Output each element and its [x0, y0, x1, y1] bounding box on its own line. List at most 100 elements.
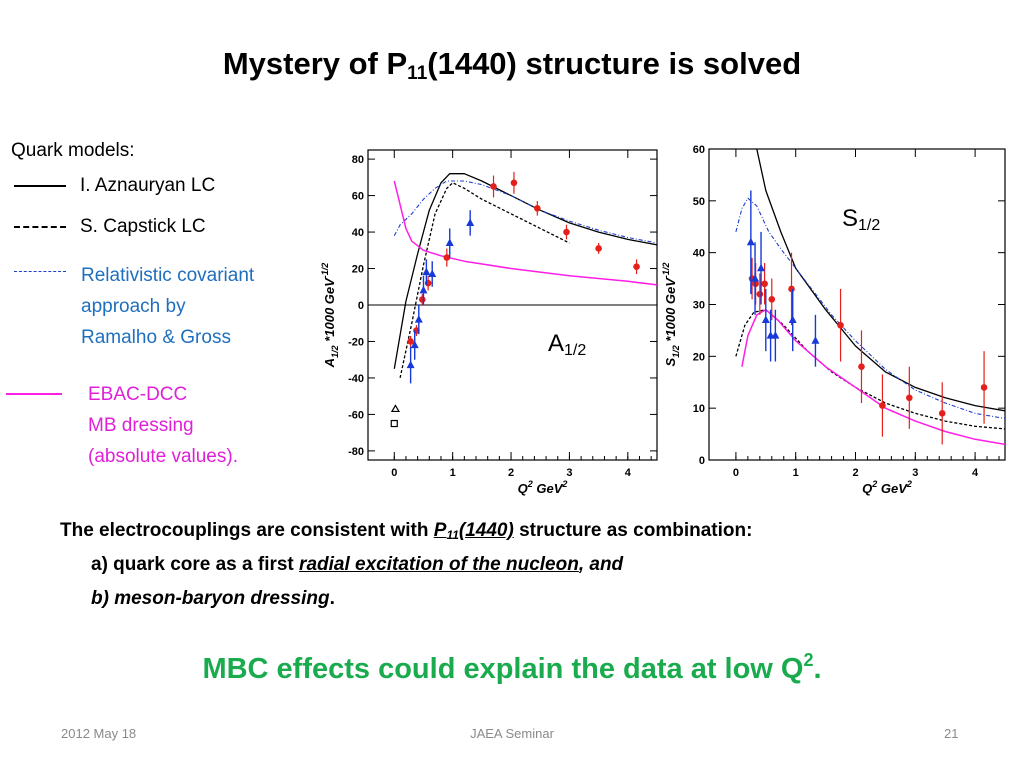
red-data-point	[837, 321, 844, 329]
title-subscript: 11	[407, 63, 428, 84]
red-data-point	[595, 245, 602, 252]
chart-a12-svg: 80 60 40 20 0 -20 -40 -60 -80 0 1 2 3 4 Q2 GeV2 A1/2 *1…	[320, 149, 658, 496]
red-data-point	[761, 280, 768, 288]
red-data-point	[858, 363, 865, 370]
aznauryan-legend-line	[14, 185, 66, 187]
x-tick-label: 0	[391, 467, 397, 479]
red-data-point	[443, 254, 451, 261]
curve-capstick	[735, 309, 1005, 430]
blue-data-point	[771, 331, 780, 339]
ebac-legend-line	[6, 393, 62, 395]
y-tick-label: 20	[352, 264, 364, 276]
footer-event: JAEA Seminar	[470, 726, 554, 741]
conclusion-line-1: The electrocouplings are consistent with…	[60, 514, 752, 552]
y-tick-label: -60	[348, 409, 364, 421]
conclusion-line-1-suffix: structure as combination:	[513, 520, 753, 541]
legend-ebac: EBAC-DCC MB dressing (absolute values).	[88, 379, 238, 472]
red-data-point	[980, 384, 988, 391]
red-data-point	[756, 290, 764, 298]
conclusion-line-2-suffix: , and	[578, 554, 624, 575]
y-tick-label: 10	[693, 403, 705, 415]
blue-data-point	[757, 263, 766, 272]
x-tick-label: 1	[793, 467, 799, 479]
red-data-point	[788, 285, 795, 293]
red-data-point	[534, 205, 541, 212]
blue-data-point	[445, 238, 454, 246]
legend-ebac-line-2: MB dressing	[88, 415, 194, 436]
x-tick-label: 4	[625, 467, 632, 479]
blue-data-point	[410, 340, 419, 349]
chart-s12: 60 50 40 30 20 10 0 0 1 2 3 4 Q2 GeV2 S1/2 *1000 GeV-…	[660, 140, 1015, 502]
curve-ebac	[741, 308, 1005, 446]
red-data-point	[490, 183, 497, 190]
blue-data-point	[761, 315, 770, 324]
blue-data-point	[751, 274, 760, 282]
mbc-text: MBC effects could explain the data at lo…	[202, 653, 804, 685]
curve-ramalho	[735, 197, 1005, 420]
ramalho-legend-line	[14, 271, 66, 272]
blue-data-point	[428, 269, 437, 277]
curve-capstick	[399, 182, 570, 379]
red-data-point	[768, 296, 776, 303]
conclusion-line-3: b) meson-baryon dressing.	[91, 582, 335, 616]
y-tick-label: 20	[693, 351, 705, 363]
curves	[393, 173, 657, 379]
y-tick-label: 40	[352, 227, 364, 239]
y-tick-label: 30	[693, 300, 705, 312]
blue-data-point	[466, 218, 475, 226]
legend-ebac-line-3: (absolute values).	[88, 446, 238, 467]
blue-data-point	[419, 285, 428, 294]
y-axis-label: A1/2 *1000 GeV-1/2	[320, 263, 340, 369]
red-data-point	[563, 228, 570, 236]
footer-page-number: 21	[944, 726, 959, 741]
legend-ramalho-line-3: Ramalho & Gross	[81, 327, 231, 348]
conclusion-p11: P11(1440)	[433, 520, 514, 542]
mbc-superscript: 2	[803, 650, 814, 670]
blue-data-point	[811, 336, 820, 344]
legend-capstick: S. Capstick LC	[80, 216, 206, 237]
y-tick-label: -20	[348, 336, 364, 348]
conclusion-line-3-suffix: .	[329, 588, 335, 609]
conclusion-meson-baryon: b) meson-baryon dressing	[91, 588, 330, 609]
red-data-point	[879, 402, 886, 409]
y-tick-label: 0	[358, 300, 364, 312]
x-tick-label: 3	[566, 467, 572, 479]
red-data-point	[633, 263, 640, 271]
red-data-point	[906, 394, 913, 402]
red-data-point	[938, 410, 946, 417]
blue-data-point	[414, 315, 423, 323]
blue-data-point	[746, 237, 755, 246]
legend-ramalho-line-2: approach by	[81, 296, 186, 317]
x-tick-label: 4	[972, 467, 979, 479]
chart-s12-svg: 60 50 40 30 20 10 0 0 1 2 3 4 Q2 GeV2 S1/2 *1000 GeV-…	[661, 144, 1006, 496]
chart-a12: 80 60 40 20 0 -20 -40 -60 -80 0 1 2 3 4 Q2 GeV2 A1/2 *1…	[310, 140, 665, 502]
red-data-point	[407, 338, 414, 345]
y-tick-label: 60	[352, 191, 364, 203]
curves	[735, 149, 1005, 446]
x-tick-label: 2	[508, 467, 514, 479]
blue-data-point	[406, 360, 415, 369]
x-tick-label: 3	[912, 467, 918, 479]
conclusion-line-2-prefix: a) quark core as a first	[91, 554, 300, 575]
open-triangle-point	[390, 404, 400, 413]
conclusion-p11-mass: (1440)	[458, 520, 514, 541]
panel-label-a12: A1/2	[548, 330, 586, 360]
y-tick-label: 80	[352, 154, 364, 166]
x-tick-label: 0	[733, 467, 739, 479]
y-tick-label: -40	[348, 373, 364, 385]
x-tick-label: 2	[852, 467, 858, 479]
x-axis-label: Q2 GeV2	[862, 479, 912, 496]
y-tick-label: 50	[693, 196, 705, 208]
red-data-point	[418, 296, 426, 303]
curve-ramalho	[393, 180, 657, 244]
blue-data-point	[788, 315, 797, 324]
curve-ebac	[393, 180, 657, 286]
conclusion-p11-letter: P	[433, 520, 447, 541]
y-tick-label: 40	[693, 248, 705, 260]
capstick-legend-line	[14, 226, 66, 228]
slide-title: Mystery of P11(1440) structure is solved	[0, 46, 1024, 85]
legend-ramalho: Relativistic covariant approach by Ramal…	[81, 260, 254, 353]
y-axis-label: S1/2 *1000 GeV-1/2	[661, 263, 681, 367]
plot-frame	[708, 148, 1006, 461]
title-prefix: Mystery of P	[222, 46, 408, 81]
